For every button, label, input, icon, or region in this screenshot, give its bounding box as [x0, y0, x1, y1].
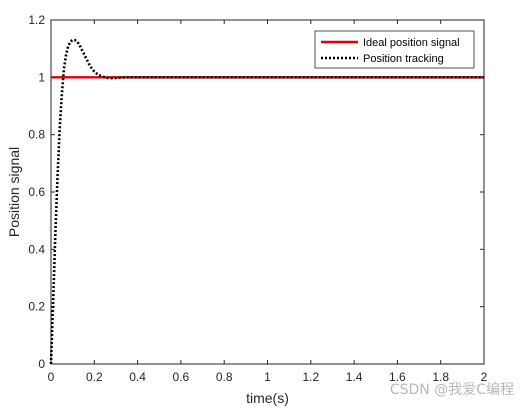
x-tick-label: 1	[264, 370, 271, 384]
x-tick-label: 1.2	[302, 370, 319, 384]
series-position-tracking-line	[49, 38, 484, 365]
x-tick-label: 1.6	[389, 370, 406, 384]
series-lines	[49, 38, 484, 365]
watermark-text: CSDN @我爱C编程	[390, 382, 514, 398]
x-tick-label: 0.6	[173, 370, 190, 384]
x-tick-label: 0	[48, 370, 55, 384]
x-tick-label: 1.4	[346, 370, 363, 384]
y-tick-label: 0.4	[28, 242, 45, 256]
x-tick-label: 0.4	[129, 370, 146, 384]
legend-label-ideal: Ideal position signal	[363, 37, 460, 49]
x-tick-label: 1.8	[432, 370, 449, 384]
x-tick-label: 2	[481, 370, 488, 384]
y-tick-label: 0.6	[28, 185, 45, 199]
axis-ticks: 0 0.2 0.4 0.6 0.8 1 1.2 1.4 1.6 1.8 2 0 0.2 0.4 0.6 0.8…	[28, 13, 487, 384]
y-tick-label: 0.8	[28, 128, 45, 142]
legend-box	[314, 30, 475, 69]
y-tick-label: 1.2	[28, 13, 45, 27]
y-tick-label: 1	[38, 70, 45, 84]
plot-area	[50, 19, 485, 365]
x-tick-label: 0.8	[216, 370, 233, 384]
legend: Ideal position signal Position tracking	[314, 30, 475, 69]
x-tick-label: 0.2	[86, 370, 103, 384]
y-tick-label: 0.2	[28, 300, 45, 314]
x-axis-label: time(s)	[246, 390, 289, 406]
y-axis-label: Position signal	[6, 147, 22, 237]
y-tick-label: 0	[38, 357, 45, 371]
legend-label-tracking: Position tracking	[363, 53, 444, 65]
